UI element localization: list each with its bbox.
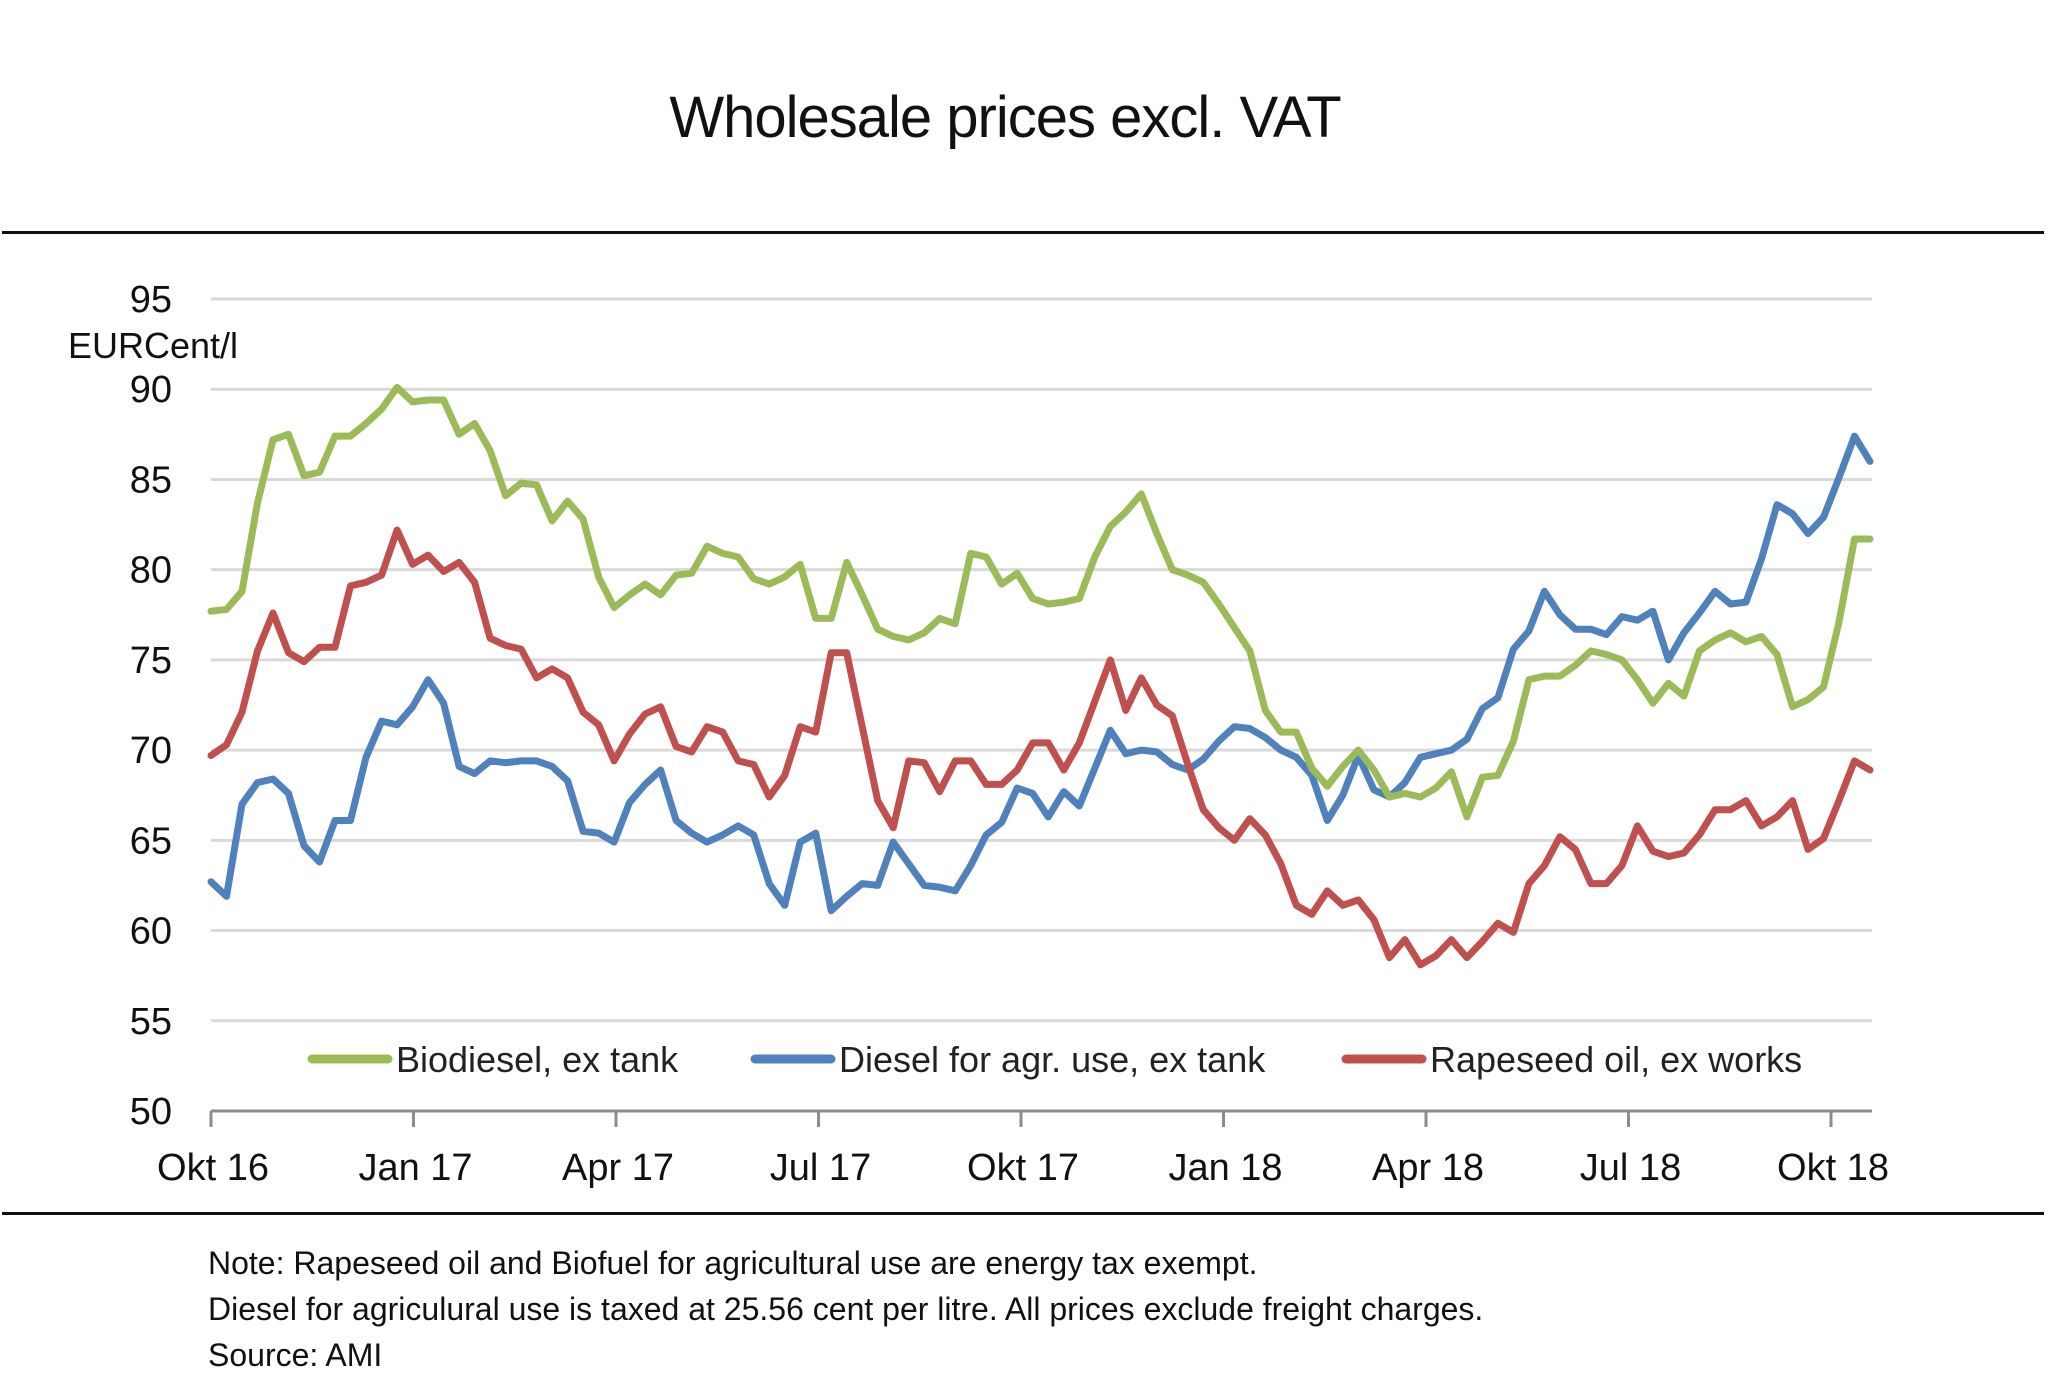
series-line-rapeseed-oil-ex-works [207, 526, 1874, 969]
x-tick-label: Okt 17 [967, 1147, 1079, 1189]
x-tick-label: Apr 17 [562, 1147, 674, 1189]
legend-label: Biodiesel, ex tank [396, 1039, 679, 1080]
y-axis-ticks: 50 55 60 65 70 75 80 85 90 95 [130, 279, 172, 1133]
x-tick-label: Apr 18 [1372, 1147, 1484, 1189]
x-axis: Okt 16 Jan 17 Apr 17 Jul 17 Okt 17 Jan 18 Apr … [157, 1109, 1889, 1189]
series-line-biodiesel-ex-tank [207, 383, 1874, 821]
x-tick-label: Jan 18 [1168, 1147, 1282, 1189]
y-tick-label: 70 [130, 730, 172, 772]
y-axis-label: EURCent/l [68, 325, 238, 366]
source-line: Source: AMI [208, 1337, 383, 1373]
y-tick-label: 55 [130, 1001, 172, 1043]
series-lines [207, 383, 1874, 969]
series-line-diesel-for-agr-use-ex-tank [207, 432, 1874, 915]
y-tick-label: 85 [130, 459, 172, 501]
legend: Biodiesel, ex tank Diesel for agr. use, e… [307, 1039, 1802, 1080]
y-tick-label: 90 [130, 369, 172, 411]
bottom-divider [2, 1212, 2044, 1215]
x-tick-label: Okt 18 [1777, 1147, 1889, 1189]
y-tick-label: 60 [130, 911, 172, 953]
x-tick-label: Jan 17 [358, 1147, 472, 1189]
legend-label: Diesel for agr. use, ex tank [839, 1039, 1266, 1080]
top-divider [2, 231, 2044, 234]
legend-label: Rapeseed oil, ex works [1430, 1039, 1802, 1080]
x-tick-label: Jul 18 [1580, 1147, 1681, 1189]
note-line-2: Diesel for agriculural use is taxed at 2… [208, 1291, 1484, 1327]
note-line-1: Note: Rapeseed oil and Biofuel for agric… [208, 1245, 1258, 1281]
gridlines [211, 297, 1872, 1023]
footnotes: Note: Rapeseed oil and Biofuel for agric… [208, 1240, 1483, 1378]
x-tick-label: Okt 16 [157, 1147, 269, 1189]
y-tick-label: 80 [130, 550, 172, 592]
chart-title: Wholesale prices excl. VAT [669, 85, 1341, 150]
y-tick-label: 50 [130, 1091, 172, 1133]
x-tick-label: Jul 17 [770, 1147, 871, 1189]
y-tick-label: 95 [130, 279, 172, 321]
y-tick-label: 75 [130, 640, 172, 682]
y-tick-label: 65 [130, 820, 172, 862]
